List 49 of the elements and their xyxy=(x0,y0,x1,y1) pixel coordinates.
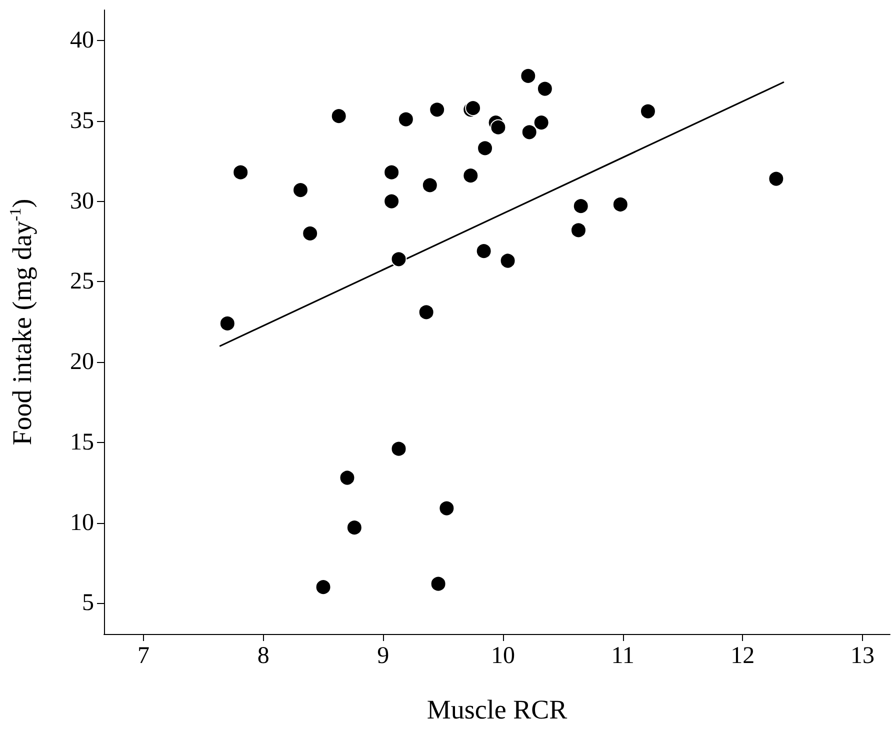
y-tick-label: 35 xyxy=(70,108,94,134)
y-tick-label: 30 xyxy=(70,188,94,214)
y-tick-label: 40 xyxy=(70,28,94,54)
point xyxy=(339,470,356,486)
point xyxy=(476,243,492,260)
x-tick-label: 10 xyxy=(490,643,515,669)
point xyxy=(640,103,656,120)
point xyxy=(612,196,628,212)
point xyxy=(500,252,516,269)
x-axis-title: Muscle RCR xyxy=(426,694,568,724)
point xyxy=(302,225,318,242)
point xyxy=(521,124,538,140)
point xyxy=(398,111,414,128)
y-tick-label: 10 xyxy=(70,510,94,536)
y-tick-label: 5 xyxy=(82,590,94,616)
point xyxy=(536,80,553,97)
point xyxy=(572,198,589,214)
x-tick-label: 11 xyxy=(611,643,634,669)
y-tick-label: 15 xyxy=(70,429,94,456)
point xyxy=(490,119,506,136)
y-tick-label: 25 xyxy=(70,268,94,295)
x-tick-label: 12 xyxy=(730,643,755,669)
point xyxy=(384,164,400,180)
point xyxy=(330,108,347,124)
x-tick-label: 7 xyxy=(138,643,150,669)
point xyxy=(219,315,236,332)
point xyxy=(390,251,407,268)
point xyxy=(429,102,446,118)
y-axis-title: Food intake (mg day-1) xyxy=(7,198,37,446)
point xyxy=(346,520,362,536)
point xyxy=(232,164,249,180)
x-tick-label: 13 xyxy=(850,643,874,669)
point xyxy=(422,177,438,194)
point xyxy=(768,170,784,187)
x-tick-label: 9 xyxy=(377,643,390,669)
point xyxy=(477,140,494,156)
point xyxy=(570,222,586,238)
point xyxy=(390,440,407,457)
y-tick-label: 20 xyxy=(70,349,94,376)
point xyxy=(315,579,332,596)
point xyxy=(438,500,455,516)
point xyxy=(533,114,550,131)
x-tick-label: 8 xyxy=(257,643,270,669)
point xyxy=(292,182,308,198)
point xyxy=(418,304,434,320)
point xyxy=(520,68,536,84)
point xyxy=(462,168,479,184)
point xyxy=(430,576,446,592)
point xyxy=(384,193,400,210)
